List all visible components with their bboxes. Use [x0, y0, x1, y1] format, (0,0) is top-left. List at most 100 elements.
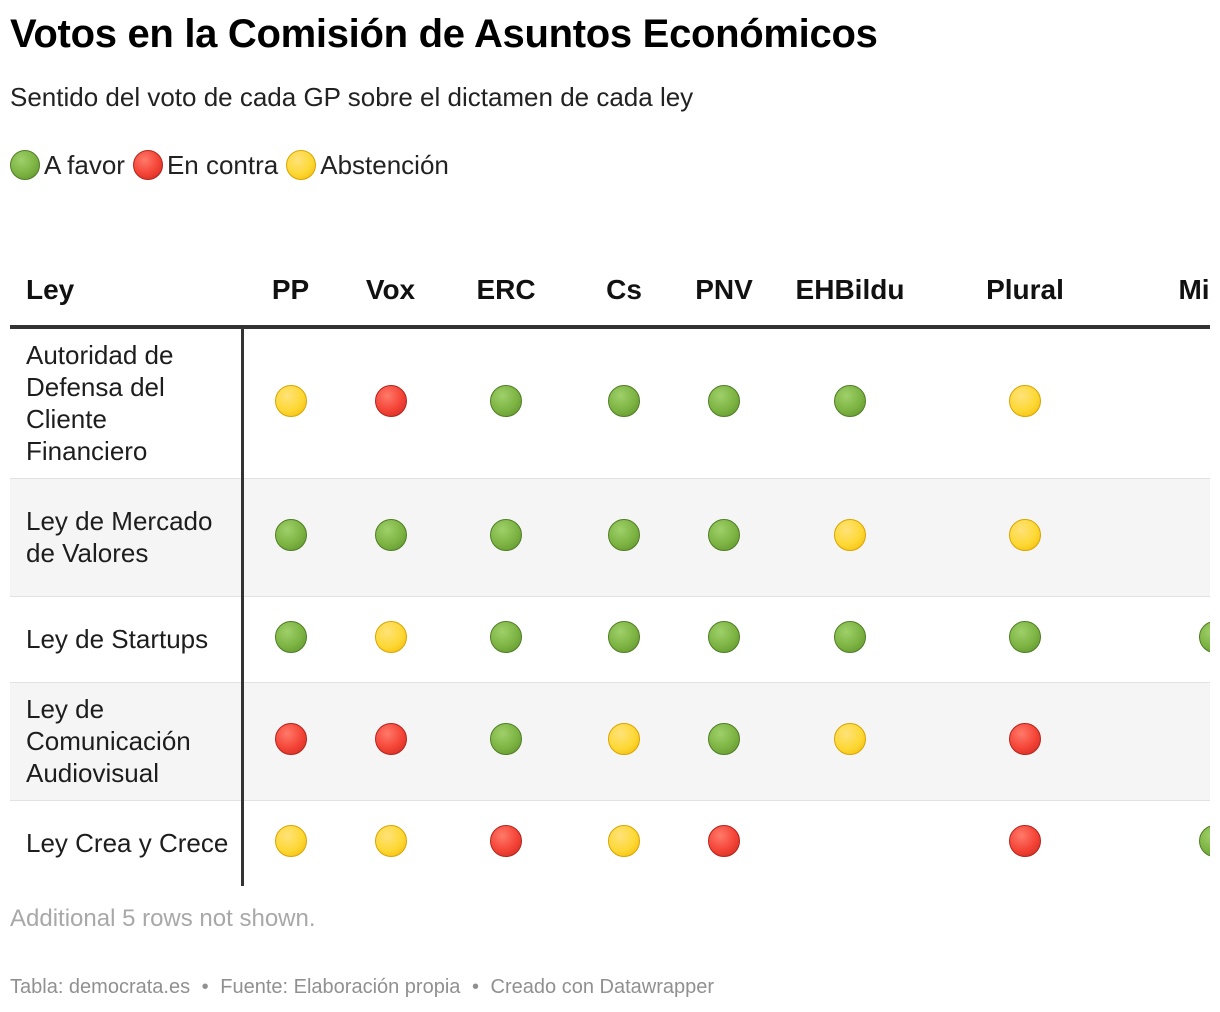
table-row: Ley de Comunicación Audiovisual: [10, 682, 1210, 801]
vote-abstencion-icon: [275, 824, 308, 857]
vote-favor-icon: [374, 518, 407, 551]
footer-fuente: Fuente: Elaboración propia: [220, 976, 461, 998]
vote-cell: [339, 596, 442, 683]
vote-favor-icon: [608, 620, 640, 653]
green-circle-icon: [10, 150, 40, 180]
legend: A favor En contra Abstención: [10, 147, 457, 183]
column-header-vox[interactable]: Vox: [339, 255, 442, 329]
vote-cell: [678, 800, 770, 886]
vote-favor-icon: [1009, 620, 1041, 653]
vote-cell: [442, 327, 570, 479]
vote-favor-icon: [490, 722, 522, 755]
table-row: Ley Crea y Crece: [10, 800, 1210, 886]
chart-subtitle: Sentido del voto de cada GP sobre el dic…: [10, 82, 694, 112]
vote-favor-icon: [708, 620, 740, 653]
vote-contra-icon: [275, 722, 308, 755]
column-header-pnv[interactable]: PNV: [678, 255, 770, 329]
vote-cell: [930, 682, 1120, 801]
legend-item-contra: En contra: [132, 149, 279, 181]
legend-label-contra: En contra: [166, 149, 279, 180]
footer: Tabla: democrata.es • Fuente: Elaboració…: [10, 976, 714, 999]
vote-cell: [930, 327, 1120, 479]
rows-not-shown-note: Additional 5 rows not shown.: [10, 905, 316, 932]
ley-name-cell: Ley de Comunicación Audiovisual: [10, 682, 244, 801]
votes-table-container: Ley PP Vox ERC Cs PNV EHBildu Plural Mix…: [10, 255, 1210, 886]
vote-abstencion-icon: [374, 824, 407, 857]
vote-cell: [242, 327, 339, 479]
vote-cell: [930, 596, 1120, 683]
vote-cell: [442, 478, 570, 597]
vote-cell: [242, 800, 339, 886]
vote-favor-icon: [490, 518, 522, 551]
column-header-ehbildu[interactable]: EHBildu: [770, 255, 930, 329]
column-header-ley[interactable]: Ley: [10, 255, 242, 329]
vote-cell: [678, 327, 770, 479]
column-header-pp[interactable]: PP: [242, 255, 339, 329]
column-header-mixto[interactable]: Mixto: [1120, 255, 1210, 329]
vote-cell: [678, 478, 770, 597]
column-header-erc[interactable]: ERC: [442, 255, 570, 329]
vote-favor-icon: [608, 384, 640, 417]
vote-cell: [770, 596, 930, 683]
footer-separator: •: [201, 976, 209, 998]
table-row: Ley de Startups: [10, 596, 1210, 683]
vote-cell: [1120, 327, 1210, 479]
legend-item-favor: A favor: [10, 150, 125, 181]
vote-favor-icon: [708, 722, 740, 755]
vote-cell: [442, 800, 570, 886]
vote-abstencion-icon: [608, 824, 640, 857]
vote-cell: [442, 596, 570, 683]
vote-favor-icon: [275, 620, 308, 653]
vote-contra-icon: [374, 384, 407, 417]
vote-cell: [442, 682, 570, 801]
table-row: Ley de Mercado de Valores: [10, 478, 1210, 597]
vote-cell: [930, 478, 1120, 597]
vote-cell: [770, 327, 930, 479]
column-header-plural[interactable]: Plural: [930, 255, 1120, 329]
vote-cell: [1120, 682, 1210, 801]
vote-cell: [242, 596, 339, 683]
vote-contra-icon: [374, 722, 407, 755]
vote-cell: [570, 327, 678, 479]
vote-favor-icon: [275, 518, 308, 551]
vote-cell: [770, 800, 930, 886]
vote-favor-icon: [1199, 620, 1210, 653]
vote-cell: [1120, 800, 1210, 886]
vote-cell: [339, 327, 442, 479]
votes-table: Ley PP Vox ERC Cs PNV EHBildu Plural Mix…: [10, 255, 1210, 886]
vote-abstencion-icon: [1009, 384, 1041, 417]
vote-abstencion-icon: [275, 384, 308, 417]
ley-name-cell: Ley Crea y Crece: [10, 800, 244, 886]
vote-contra-icon: [1009, 722, 1041, 755]
footer-tabla[interactable]: Tabla: democrata.es: [10, 976, 191, 998]
vote-contra-icon: [708, 824, 740, 857]
vote-contra-icon: [490, 824, 522, 857]
column-header-cs[interactable]: Cs: [570, 255, 678, 329]
red-circle-icon: [132, 150, 163, 180]
footer-creado[interactable]: Creado con Datawrapper: [490, 976, 715, 998]
footer-separator: •: [471, 976, 479, 998]
vote-favor-icon: [490, 620, 522, 653]
vote-cell: [242, 682, 339, 801]
vote-cell: [339, 800, 442, 886]
vote-favor-icon: [608, 518, 640, 551]
vote-cell: [570, 682, 678, 801]
ley-name-cell: Ley de Mercado de Valores: [10, 478, 244, 597]
vote-cell: [678, 596, 770, 683]
legend-label-favor: A favor: [44, 149, 125, 180]
vote-favor-icon: [708, 518, 740, 551]
vote-cell: [570, 596, 678, 683]
legend-label-abstencion: Abstención: [320, 149, 449, 180]
vote-cell: [1120, 478, 1210, 597]
vote-cell: [678, 682, 770, 801]
vote-favor-icon: [834, 384, 866, 417]
vote-cell: [339, 682, 442, 801]
vote-abstencion-icon: [608, 722, 640, 755]
ley-name-cell: Autoridad de Defensa del Cliente Financi…: [10, 327, 244, 479]
vote-cell: [930, 800, 1120, 886]
vote-abstencion-icon: [1009, 518, 1041, 551]
vote-favor-icon: [490, 384, 522, 417]
vote-cell: [770, 478, 930, 597]
vote-cell: [1120, 596, 1210, 683]
vote-cell: [570, 800, 678, 886]
